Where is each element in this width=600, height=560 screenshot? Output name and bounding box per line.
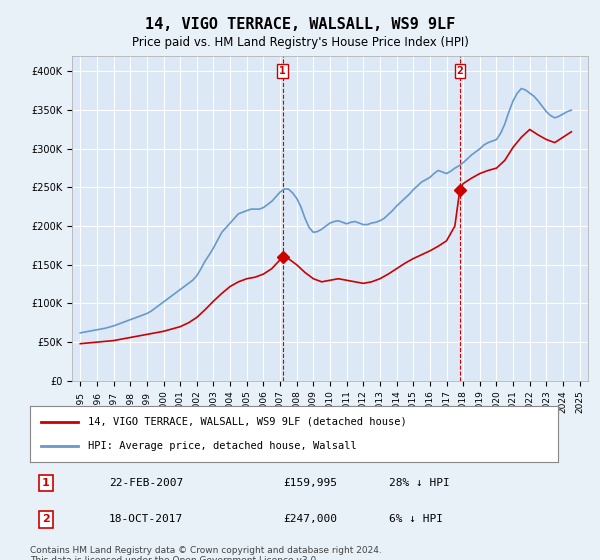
Text: 2: 2 [457,66,463,76]
Text: 1: 1 [42,478,50,488]
Text: 14, VIGO TERRACE, WALSALL, WS9 9LF: 14, VIGO TERRACE, WALSALL, WS9 9LF [145,17,455,32]
Text: 6% ↓ HPI: 6% ↓ HPI [389,515,443,524]
Text: 28% ↓ HPI: 28% ↓ HPI [389,478,450,488]
Text: Contains HM Land Registry data © Crown copyright and database right 2024.
This d: Contains HM Land Registry data © Crown c… [30,546,382,560]
Text: 18-OCT-2017: 18-OCT-2017 [109,515,184,524]
Text: 2: 2 [42,515,50,524]
Text: 14, VIGO TERRACE, WALSALL, WS9 9LF (detached house): 14, VIGO TERRACE, WALSALL, WS9 9LF (deta… [88,417,407,427]
Text: Price paid vs. HM Land Registry's House Price Index (HPI): Price paid vs. HM Land Registry's House … [131,36,469,49]
Text: 22-FEB-2007: 22-FEB-2007 [109,478,184,488]
Text: 1: 1 [279,66,286,76]
Text: HPI: Average price, detached house, Walsall: HPI: Average price, detached house, Wals… [88,441,357,451]
Text: £159,995: £159,995 [283,478,337,488]
Text: £247,000: £247,000 [283,515,337,524]
